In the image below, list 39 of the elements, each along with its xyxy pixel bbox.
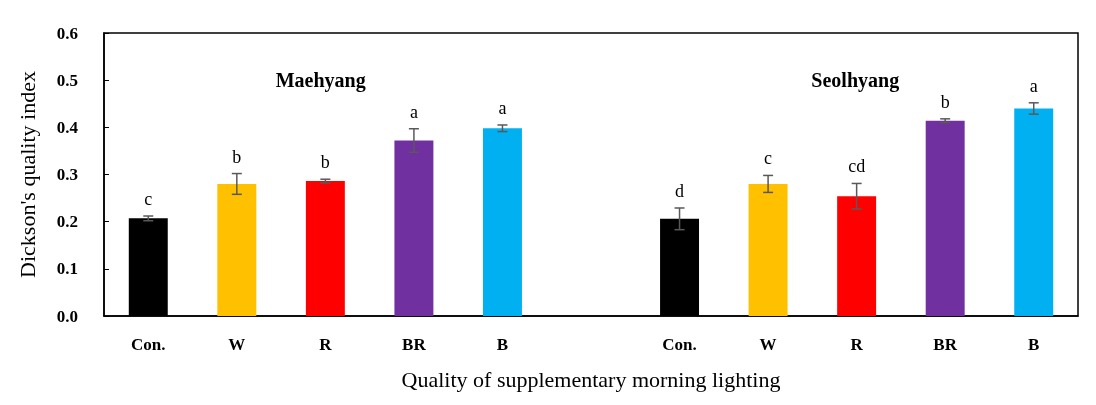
bar (925, 120, 965, 316)
x-axis-title: Quality of supplementary morning lighting (401, 366, 781, 392)
y-axis-title: Dickson's quality index (14, 71, 40, 278)
bar (837, 196, 877, 316)
bar (217, 183, 257, 316)
x-tick-label: B (496, 335, 509, 354)
data-label: b (232, 146, 242, 167)
bar (482, 128, 522, 316)
x-tick-label: Con. (662, 335, 697, 354)
annotation: Seolhyang (811, 69, 900, 92)
bar (748, 183, 788, 316)
data-label: b (940, 91, 950, 112)
annotation: Maehyang (275, 69, 366, 92)
x-tick-label: R (850, 335, 864, 354)
data-label: a (498, 97, 507, 118)
bar (305, 181, 345, 316)
x-tick-label: R (319, 335, 333, 354)
bar (1014, 108, 1054, 316)
data-label: c (144, 189, 153, 210)
data-label: b (320, 152, 330, 173)
y-tick-label: 0.6 (56, 23, 78, 43)
y-tick-label: 0.2 (56, 212, 78, 232)
data-label: d (675, 180, 685, 201)
x-tick-label: BR (402, 335, 427, 354)
y-tick-label: 0.0 (56, 306, 78, 326)
data-label: c (764, 148, 773, 169)
y-tick-label: 0.5 (56, 70, 78, 90)
y-tick-label: 0.3 (56, 165, 78, 184)
x-tick-label: B (1028, 335, 1040, 354)
x-tick-label: BR (933, 335, 958, 354)
x-tick-label: W (228, 335, 246, 354)
x-tick-label: W (759, 335, 777, 354)
y-tick-label: 0.1 (56, 259, 78, 279)
data-label: a (1029, 75, 1038, 96)
bar (394, 140, 434, 316)
y-tick-label: 0.4 (56, 117, 79, 137)
x-tick-label: Con. (131, 335, 166, 354)
data-label: cd (848, 156, 866, 177)
data-label: a (409, 101, 418, 122)
